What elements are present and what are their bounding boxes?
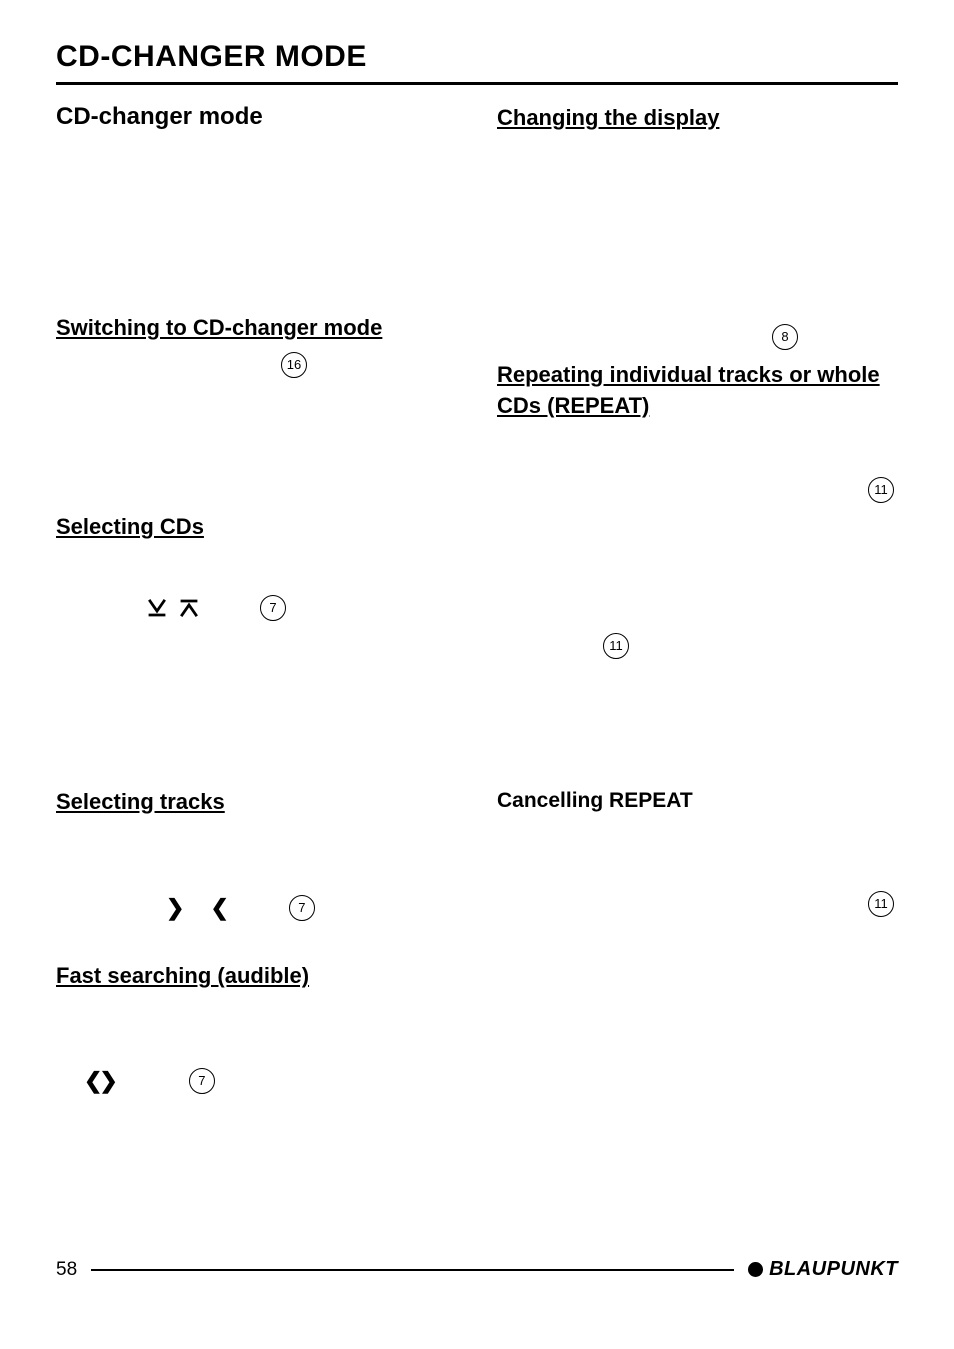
ref-11a-icon: 11 [868,477,894,503]
switching-trail [56,380,457,506]
ref-7c-icon: 7 [189,1068,215,1094]
left-right-arrows-icon: ❮❯ [84,1070,115,1092]
up-bar-icon [178,597,200,619]
fast-search-heading: Fast searching (audible) [56,961,457,992]
left-column: CD-changer mode Switching to CD-changer … [56,103,457,1349]
left-arrow-icon: ❮ [210,897,228,919]
brand-logo: BLAUPUNKT [748,1258,898,1281]
ref-16-icon: 16 [281,352,307,378]
repeat-mid [497,507,898,633]
changing-display-para [497,140,898,324]
repeat-line1 [497,427,898,477]
page-footer: 58 BLAUPUNKT [56,1258,898,1281]
switching-instruction: 16 [56,350,457,380]
fast-search-line1 [56,998,457,1058]
brand-dot-icon [748,1262,763,1277]
ref-8-icon: 8 [772,324,798,350]
selecting-tracks-line1 [56,823,457,885]
ref-7b-icon: 7 [289,895,315,921]
manual-page: CD-CHANGER MODE CD-changer mode Switchin… [0,0,954,1349]
cancel-repeat-line1 [497,819,898,891]
switching-heading: Switching to CD-changer mode [56,313,457,344]
changing-display-heading: Changing the display [497,103,898,134]
selecting-cds-icons: 7 [146,591,457,625]
repeat-heading: Repeating individual tracks or whole CDs… [497,360,898,422]
selecting-cds-line1 [56,549,457,585]
section-title: CD-CHANGER MODE [56,40,898,85]
fast-search-icons: ❮❯ 7 [84,1064,457,1098]
spacer [56,931,457,955]
intro-paragraph [56,137,457,307]
repeat-trail [497,663,898,783]
selecting-cds-line2 [56,631,457,781]
ref-11b-icon: 11 [603,633,629,659]
right-arrow-icon: ❯ [166,897,184,919]
repeat-instr1: 11 [497,477,898,507]
selecting-tracks-icons: ❯ ❮ 7 [166,891,457,925]
repeat-instr2: 11 [497,633,898,663]
ref-7a-icon: 7 [260,595,286,621]
two-column-layout: CD-changer mode Switching to CD-changer … [56,103,898,1349]
selecting-cds-heading: Selecting CDs [56,512,457,543]
right-column: Changing the display 8 Repeating individ… [497,103,898,1349]
cancel-repeat-instr: 11 [497,891,898,921]
left-heading: CD-changer mode [56,103,457,131]
brand-text: BLAUPUNKT [769,1258,898,1281]
cancel-repeat-heading: Cancelling REPEAT [497,789,898,813]
selecting-tracks-heading: Selecting tracks [56,787,457,818]
page-number: 58 [56,1259,77,1281]
footer-rule [91,1269,734,1271]
down-bar-icon [146,597,168,619]
changing-display-instr: 8 [497,324,898,354]
ref-11c-icon: 11 [868,891,894,917]
